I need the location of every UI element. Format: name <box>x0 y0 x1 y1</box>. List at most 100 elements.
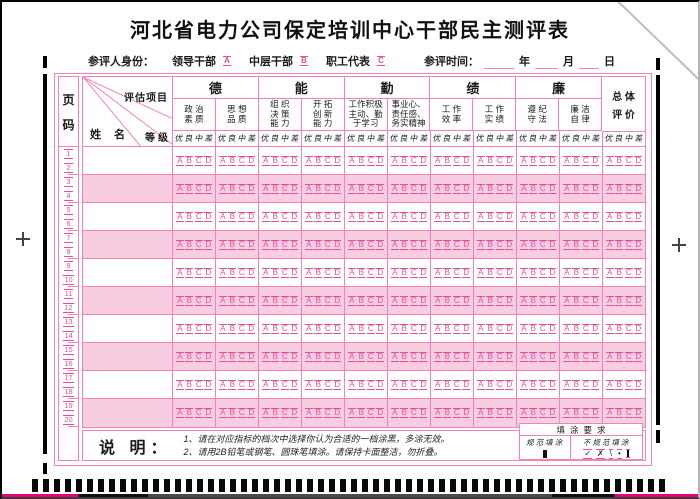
answer-bubble[interactable]: C <box>237 323 246 334</box>
answer-bubble[interactable]: B <box>443 211 452 222</box>
answer-bubble[interactable]: B <box>615 155 624 166</box>
month-input-blank[interactable] <box>535 56 558 69</box>
answer-bubble[interactable]: B <box>529 239 538 250</box>
answer-bubble[interactable]: A <box>433 295 442 306</box>
answer-bubble[interactable]: B <box>357 183 366 194</box>
answer-bubble[interactable]: A <box>605 211 614 222</box>
answer-bubble[interactable]: A <box>433 323 442 334</box>
answer-bubble[interactable]: C <box>581 323 590 334</box>
answer-bubble[interactable]: A <box>433 239 442 250</box>
name-cell[interactable] <box>83 371 173 398</box>
answer-bubble[interactable]: D <box>419 323 428 334</box>
answer-bubble[interactable]: B <box>228 295 237 306</box>
answer-bubble[interactable]: C <box>194 295 203 306</box>
answer-bubble[interactable]: D <box>634 351 643 362</box>
answer-bubble[interactable]: D <box>591 295 600 306</box>
answer-bubble[interactable]: C <box>495 295 504 306</box>
answer-bubble[interactable]: D <box>247 155 256 166</box>
answer-bubble[interactable]: A <box>261 379 270 390</box>
answer-bubble[interactable]: D <box>204 211 213 222</box>
answer-bubble[interactable]: D <box>591 351 600 362</box>
answer-bubble[interactable]: A <box>175 183 184 194</box>
answer-bubble[interactable]: A <box>218 408 227 418</box>
answer-bubble[interactable]: A <box>476 408 485 418</box>
answer-bubble[interactable]: C <box>323 323 332 334</box>
answer-bubble[interactable]: C <box>366 351 375 362</box>
answer-bubble[interactable]: B <box>529 211 538 222</box>
answer-bubble[interactable]: D <box>376 239 385 250</box>
answer-bubble[interactable]: B <box>615 239 624 250</box>
answer-bubble[interactable]: B <box>357 295 366 306</box>
answer-bubble[interactable]: C <box>538 379 547 390</box>
answer-bubble[interactable]: B <box>572 267 581 278</box>
answer-bubble[interactable]: B <box>486 295 495 306</box>
answer-bubble[interactable]: C <box>409 351 418 362</box>
answer-bubble[interactable]: A <box>476 379 485 390</box>
answer-bubble[interactable]: B <box>572 295 581 306</box>
answer-bubble[interactable]: A <box>261 295 270 306</box>
answer-bubble[interactable]: B <box>314 323 323 334</box>
answer-bubble[interactable]: A <box>304 323 313 334</box>
answer-bubble[interactable]: C <box>409 295 418 306</box>
answer-bubble[interactable]: A <box>261 239 270 250</box>
answer-bubble[interactable]: D <box>204 267 213 278</box>
answer-bubble[interactable]: D <box>419 155 428 166</box>
answer-bubble[interactable]: D <box>376 211 385 222</box>
answer-bubble[interactable]: A <box>605 323 614 334</box>
answer-bubble[interactable]: B <box>185 239 194 250</box>
answer-bubble[interactable]: A <box>605 239 614 250</box>
answer-bubble[interactable]: C <box>366 323 375 334</box>
answer-bubble[interactable]: A <box>261 323 270 334</box>
answer-bubble[interactable]: B <box>271 351 280 362</box>
answer-bubble[interactable]: D <box>290 183 299 194</box>
name-cell[interactable] <box>83 203 173 230</box>
answer-bubble[interactable]: D <box>290 267 299 278</box>
answer-bubble[interactable]: A <box>304 408 313 418</box>
answer-bubble[interactable]: D <box>634 211 643 222</box>
answer-bubble[interactable]: A <box>390 323 399 334</box>
answer-bubble[interactable]: B <box>228 239 237 250</box>
answer-bubble[interactable]: D <box>419 183 428 194</box>
answer-bubble[interactable]: C <box>495 211 504 222</box>
answer-bubble[interactable]: A <box>390 351 399 362</box>
answer-bubble[interactable]: A <box>304 183 313 194</box>
answer-bubble[interactable]: B <box>486 408 495 418</box>
answer-bubble[interactable]: B <box>271 323 280 334</box>
answer-bubble[interactable]: D <box>247 408 256 418</box>
answer-bubble[interactable]: D <box>204 155 213 166</box>
answer-bubble[interactable]: B <box>486 239 495 250</box>
answer-bubble[interactable]: A <box>433 351 442 362</box>
answer-bubble[interactable]: D <box>204 408 213 418</box>
answer-bubble[interactable]: A <box>605 183 614 194</box>
answer-bubble[interactable]: D <box>376 267 385 278</box>
answer-bubble[interactable]: B <box>185 295 194 306</box>
answer-bubble[interactable]: C <box>194 239 203 250</box>
answer-bubble[interactable]: B <box>400 408 409 418</box>
answer-bubble[interactable]: C <box>194 408 203 418</box>
answer-bubble[interactable]: D <box>247 267 256 278</box>
answer-bubble[interactable]: D <box>290 211 299 222</box>
answer-bubble[interactable]: A <box>347 211 356 222</box>
answer-bubble[interactable]: A <box>218 379 227 390</box>
answer-bubble[interactable]: D <box>290 379 299 390</box>
answer-bubble[interactable]: A <box>562 323 571 334</box>
answer-bubble[interactable]: D <box>290 351 299 362</box>
answer-bubble[interactable]: A <box>175 211 184 222</box>
answer-bubble[interactable]: B <box>572 211 581 222</box>
answer-bubble[interactable]: C <box>624 408 633 418</box>
answer-bubble[interactable]: B <box>443 183 452 194</box>
answer-bubble[interactable]: B <box>185 408 194 418</box>
answer-bubble[interactable]: C <box>194 183 203 194</box>
answer-bubble[interactable]: A <box>433 211 442 222</box>
answer-bubble[interactable]: C <box>409 155 418 166</box>
answer-bubble[interactable]: D <box>204 379 213 390</box>
answer-bubble[interactable]: B <box>228 267 237 278</box>
answer-bubble[interactable]: B <box>572 408 581 418</box>
answer-bubble[interactable]: A <box>304 351 313 362</box>
answer-bubble[interactable]: A <box>390 155 399 166</box>
answer-bubble[interactable]: B <box>486 267 495 278</box>
answer-bubble[interactable]: D <box>247 239 256 250</box>
answer-bubble[interactable]: A <box>304 295 313 306</box>
answer-bubble[interactable]: D <box>634 239 643 250</box>
answer-bubble[interactable]: A <box>175 323 184 334</box>
